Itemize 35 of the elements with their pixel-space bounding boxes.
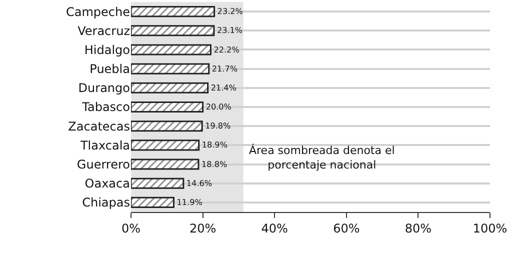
bar [131, 25, 215, 36]
y-tick-label: Chiapas [82, 196, 130, 210]
y-tick-label: Veracruz [78, 24, 130, 38]
bar [131, 178, 184, 189]
x-tick-label: 40% [261, 221, 288, 236]
x-tick-label: 0% [121, 221, 141, 236]
bar [131, 44, 212, 56]
bar [131, 158, 200, 170]
data-label: 23.2% [217, 6, 244, 16]
y-tick-label: Tabasco [81, 100, 130, 114]
y-tick-label: Guerrero [76, 157, 130, 172]
bar [131, 140, 200, 151]
data-label: 23.1% [216, 25, 243, 36]
data-label: 14.6% [186, 178, 212, 188]
y-tick-label: Oaxaca [84, 176, 130, 191]
y-tick-label: Puebla [90, 62, 130, 76]
x-tick-label: 80% [404, 221, 432, 236]
x-tick-label: 100% [472, 221, 508, 236]
y-tick-label: Zacatecas [68, 119, 130, 134]
x-tick-label: 20% [189, 221, 216, 236]
bar [131, 196, 174, 208]
bar [131, 63, 210, 74]
band-label: Área sombreada denota el porcentaje nacional [249, 143, 395, 172]
y-tick-label: Tlaxcala [79, 138, 130, 152]
bar [131, 101, 204, 113]
bar [131, 120, 203, 132]
y-tick-label: Campeche [66, 4, 130, 19]
data-label: 18.8% [201, 158, 228, 169]
data-label: 22.2% [214, 44, 240, 54]
data-label: 11.9% [176, 197, 203, 208]
bar [131, 82, 209, 94]
y-tick-label: Hidalgo [84, 42, 130, 57]
x-tick-label: 60% [333, 221, 360, 236]
bar [131, 6, 216, 18]
y-tick-label: Durango [78, 81, 130, 96]
